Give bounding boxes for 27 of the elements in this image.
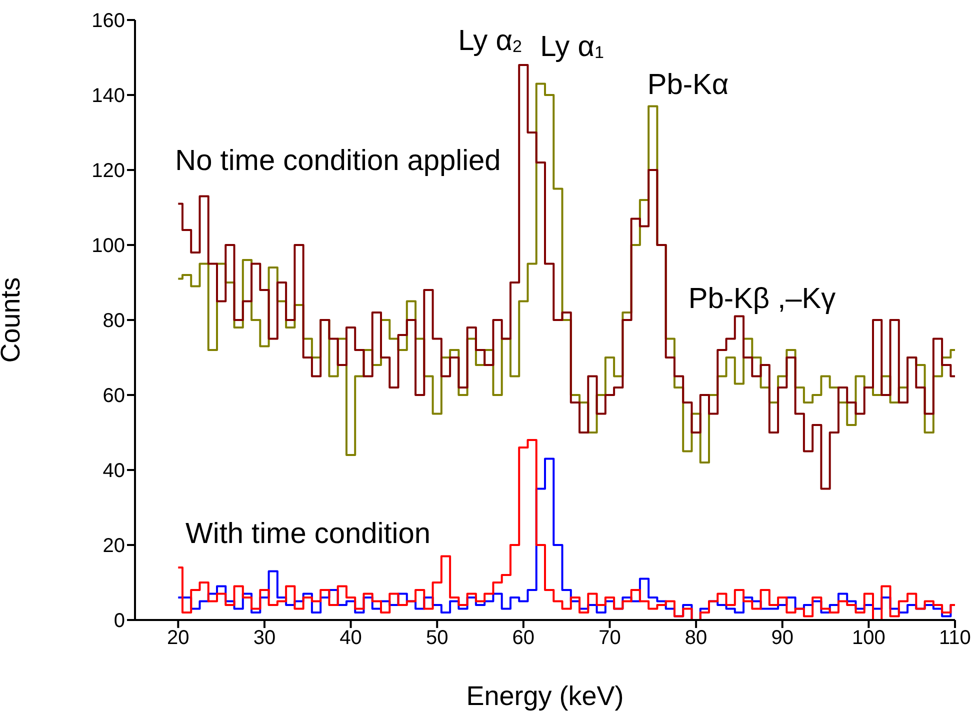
y-tick-label: 80: [102, 310, 125, 332]
y-tick-label: 140: [92, 85, 125, 108]
y-axis-title: Counts: [0, 277, 26, 363]
annotation: No time condition applied: [175, 144, 501, 177]
annotation: Ly α$_{1}$: [540, 30, 604, 63]
y-tick-label: 120: [92, 160, 125, 182]
x-tick-label: 80: [684, 627, 708, 650]
x-tick-label: 100: [852, 627, 886, 650]
annotation: With time condition: [186, 518, 430, 550]
annotation: Pb-Kβ ,–Kγ: [688, 282, 836, 315]
x-tick-label: 30: [253, 627, 276, 650]
x-tick-label: 60: [512, 627, 535, 650]
y-tick-label: 20: [102, 535, 125, 558]
x-tick-label: 70: [598, 627, 621, 650]
y-tick-label: 0: [114, 610, 125, 632]
x-tick-label: 50: [426, 627, 448, 650]
x-tick-label: 40: [340, 627, 362, 650]
y-tick-label: 60: [102, 385, 125, 408]
annotation: Pb-Kα: [647, 68, 729, 101]
x-tick-label: 90: [771, 627, 794, 650]
y-tick-label: 100: [92, 235, 125, 258]
annotation: Ly α$_{2}$: [458, 24, 522, 57]
x-tick-label: 20: [167, 627, 190, 650]
x-tick-label: 110: [939, 627, 971, 650]
x-axis-title: Energy (keV): [466, 681, 624, 711]
y-tick-label: 40: [102, 460, 125, 482]
y-tick-label: 160: [92, 10, 125, 32]
